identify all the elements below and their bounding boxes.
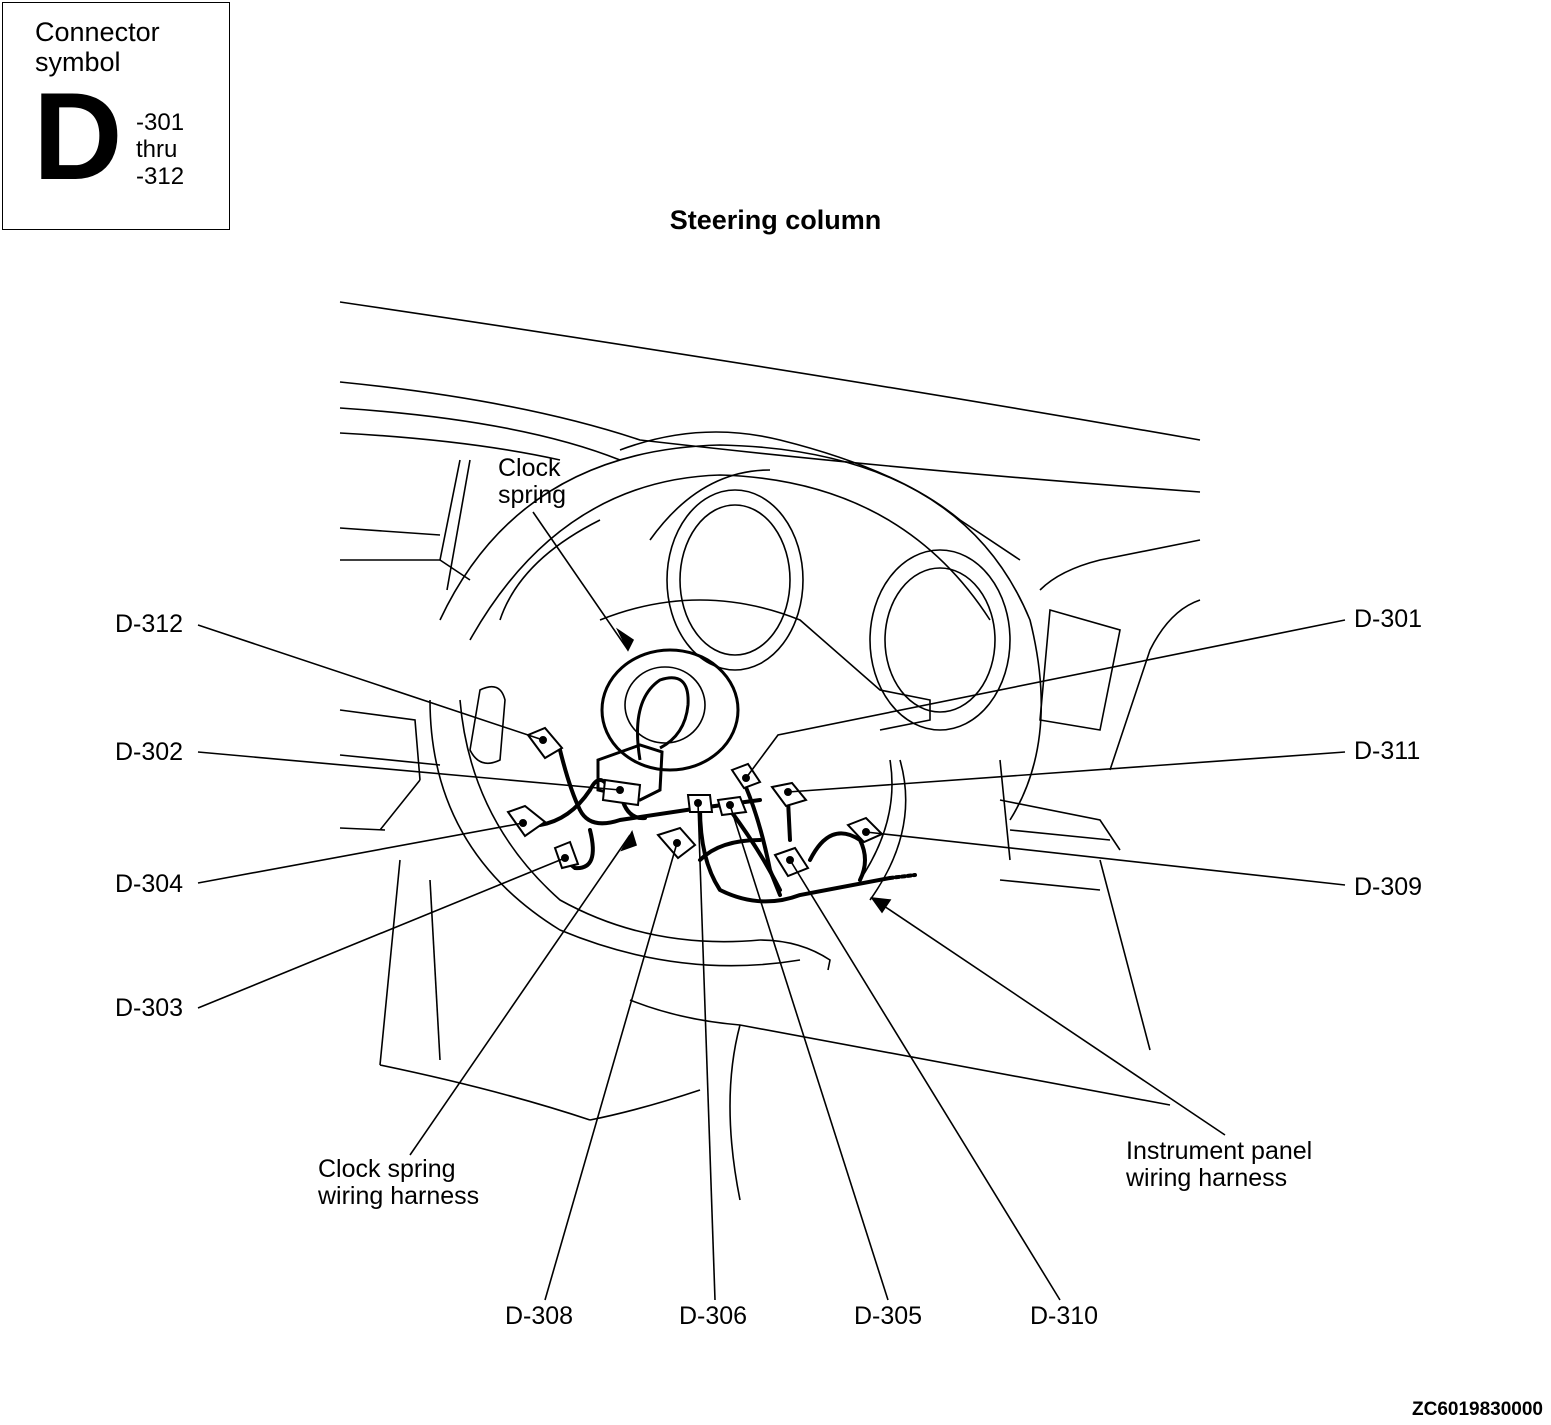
dashboard-outline <box>339 301 1201 1201</box>
label-d310: D-310 <box>1030 1302 1099 1330</box>
leader-d311 <box>787 751 1346 793</box>
ip-harness-line2: wiring harness <box>1126 1164 1288 1192</box>
label-clock-spring: Clock spring <box>498 455 566 509</box>
label-d304: D-304 <box>115 870 184 898</box>
cs-harness-line2: wiring harness <box>318 1182 480 1210</box>
label-clock-spring-harness: Clock spring wiring harness <box>318 1156 479 1210</box>
connector-d306 <box>686 794 714 813</box>
label-d309: D-309 <box>1354 873 1423 901</box>
connector-d304 <box>506 804 547 838</box>
connector-symbol-caption: Connector symbol <box>35 17 160 77</box>
connector-d309 <box>846 816 884 844</box>
leader-clock-spring <box>532 511 629 651</box>
clock-spring <box>596 648 740 802</box>
leader-d310 <box>789 859 1061 1301</box>
connector-d305 <box>716 795 748 817</box>
connector-d303 <box>553 840 580 870</box>
connector-d311 <box>770 781 808 808</box>
leader-d312 <box>197 624 544 741</box>
label-d301: D-301 <box>1354 605 1423 633</box>
label-d306: D-306 <box>679 1302 748 1330</box>
range-to: -312 <box>136 163 185 190</box>
connector-d302 <box>601 778 642 807</box>
clock-spring-line1: Clock <box>498 454 561 482</box>
page-title: Steering column <box>669 205 882 235</box>
leader-d303 <box>197 857 566 1009</box>
range-word: thru <box>136 136 178 163</box>
label-d308: D-308 <box>505 1302 574 1330</box>
connectors <box>506 726 884 878</box>
figure-code: ZC6019830000 <box>1412 1399 1543 1420</box>
leader-cs-harness <box>409 834 631 1156</box>
leader-d308 <box>544 842 678 1301</box>
label-instrument-panel-harness: Instrument panel wiring harness <box>1126 1138 1312 1192</box>
connector-letter: D <box>33 68 123 206</box>
wiring-harness <box>538 748 917 904</box>
caption-line2: symbol <box>35 47 121 77</box>
leader-d305 <box>729 804 889 1301</box>
leader-d304 <box>197 822 524 884</box>
leader-d302 <box>197 751 621 791</box>
label-d303: D-303 <box>115 994 184 1022</box>
leader-d306 <box>697 802 716 1301</box>
cs-harness-line1: Clock spring <box>318 1155 456 1183</box>
leader-d309 <box>865 831 1346 886</box>
leader-d301 <box>745 619 1346 779</box>
leader-lines <box>197 511 1346 1301</box>
caption-line1: Connector <box>35 17 160 47</box>
leader-ip-harness <box>874 899 1226 1136</box>
connector-symbol-box: Connector symbol D -301 thru -312 <box>2 2 230 230</box>
steering-wheel <box>429 444 1042 971</box>
label-d302: D-302 <box>115 738 184 766</box>
label-d312: D-312 <box>115 610 184 638</box>
connector-d301 <box>730 762 762 790</box>
connector-d312 <box>526 726 564 760</box>
label-d305: D-305 <box>854 1302 923 1330</box>
clock-spring-line2: spring <box>498 481 567 509</box>
label-d311: D-311 <box>1354 737 1421 765</box>
range-from: -301 <box>136 109 185 136</box>
instrument-cluster <box>619 431 1021 731</box>
connector-range: -301 thru -312 <box>136 109 184 190</box>
ip-harness-line1: Instrument panel <box>1126 1137 1313 1165</box>
